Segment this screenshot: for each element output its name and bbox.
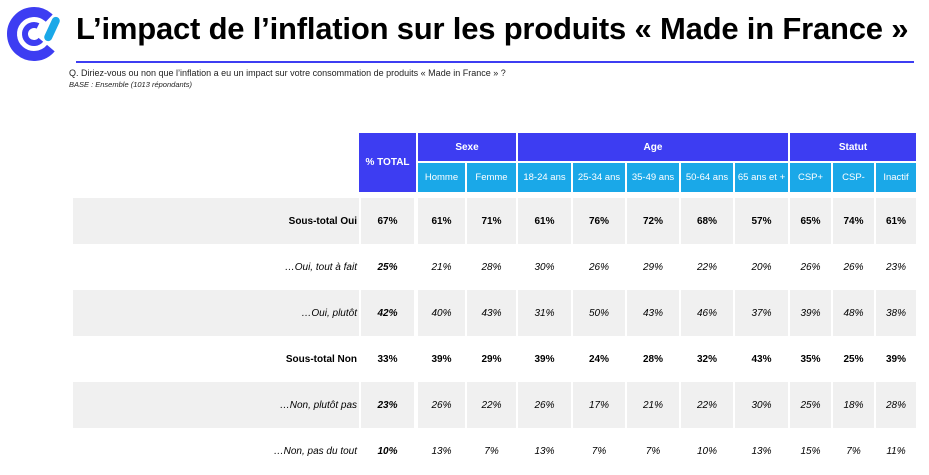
value-cell: 22% <box>465 382 516 428</box>
value-cell: 7% <box>831 428 874 474</box>
value-cell: 11% <box>874 428 916 474</box>
value-cell: 39% <box>416 336 465 382</box>
row-label: …Non, pas du tout <box>273 445 357 457</box>
row-label: Sous-total Non <box>285 353 357 365</box>
title-rule <box>76 61 914 63</box>
value-cell: 61% <box>416 198 465 244</box>
value-cell: 39% <box>788 290 831 336</box>
value-cell: 29% <box>465 336 516 382</box>
value-cell: 50% <box>571 290 625 336</box>
group-header-statut: Statut <box>788 133 916 161</box>
value-cell: 76% <box>571 198 625 244</box>
row-label: …Non, plutôt pas <box>73 382 359 428</box>
column-header: 18-24 ans <box>516 161 571 192</box>
value-cell: 28% <box>625 336 679 382</box>
value-cell: 13% <box>733 428 788 474</box>
table-row: Sous-total Non 33% 39% 29% 39% 24% 28% 3… <box>73 336 916 382</box>
value-cell: 17% <box>571 382 625 428</box>
value-cell: 32% <box>679 336 733 382</box>
table-row: …Non, pas du tout 10% 13% 7% 13% 7% 7% 1… <box>73 428 916 474</box>
column-header: Femme <box>465 161 516 192</box>
page-title: L’impact de l’inflation sur les produits… <box>76 11 909 46</box>
value-cell: 46% <box>679 290 733 336</box>
total-cell: 10% <box>359 428 416 474</box>
value-cell: 68% <box>679 198 733 244</box>
value-cell: 7% <box>625 428 679 474</box>
value-cell: 71% <box>465 198 516 244</box>
value-cell: 26% <box>831 244 874 290</box>
total-cell: 42% <box>359 290 416 336</box>
value-cell: 10% <box>679 428 733 474</box>
survey-question: Q. Diriez-vous ou non que l’inflation a … <box>69 68 506 78</box>
value-cell: 43% <box>465 290 516 336</box>
value-cell: 43% <box>625 290 679 336</box>
value-cell: 61% <box>516 198 571 244</box>
column-header: CSP+ <box>788 161 831 192</box>
value-cell: 30% <box>516 244 571 290</box>
total-header: % TOTAL <box>359 133 416 192</box>
value-cell: 13% <box>516 428 571 474</box>
group-header-age: Age <box>516 133 788 161</box>
value-cell: 21% <box>416 244 465 290</box>
value-cell: 22% <box>679 244 733 290</box>
value-cell: 29% <box>625 244 679 290</box>
value-cell: 25% <box>788 382 831 428</box>
value-cell: 31% <box>516 290 571 336</box>
value-cell: 26% <box>788 244 831 290</box>
value-cell: 25% <box>831 336 874 382</box>
value-cell: 26% <box>516 382 571 428</box>
results-table: % TOTAL Sexe Age Statut Homme Femme 18-2… <box>73 133 916 474</box>
row-label: Sous-total Oui <box>73 198 359 244</box>
table-row: Sous-total Oui 67% 61% 71% 61% 76% 72% 6… <box>73 198 916 244</box>
total-cell: 25% <box>359 244 416 290</box>
group-header-sexe: Sexe <box>416 133 516 161</box>
value-cell: 39% <box>516 336 571 382</box>
cci-logo <box>7 7 61 61</box>
column-header: Homme <box>416 161 465 192</box>
value-cell: 21% <box>625 382 679 428</box>
value-cell: 38% <box>874 290 916 336</box>
column-header: 35-49 ans <box>625 161 679 192</box>
value-cell: 13% <box>416 428 465 474</box>
total-cell: 67% <box>359 198 416 244</box>
value-cell: 20% <box>733 244 788 290</box>
value-cell: 39% <box>874 336 916 382</box>
value-cell: 24% <box>571 336 625 382</box>
column-header: 50-64 ans <box>679 161 733 192</box>
row-label: …Oui, tout à fait <box>284 261 357 273</box>
value-cell: 26% <box>416 382 465 428</box>
value-cell: 26% <box>571 244 625 290</box>
header-blank <box>73 133 359 192</box>
value-cell: 57% <box>733 198 788 244</box>
value-cell: 15% <box>788 428 831 474</box>
value-cell: 61% <box>874 198 916 244</box>
value-cell: 22% <box>679 382 733 428</box>
value-cell: 37% <box>733 290 788 336</box>
table-row: …Oui, plutôt 42% 40% 43% 31% 50% 43% 46%… <box>73 290 916 336</box>
total-cell: 33% <box>359 336 416 382</box>
table-row: …Oui, tout à fait 25% 21% 28% 30% 26% 29… <box>73 244 916 290</box>
value-cell: 30% <box>733 382 788 428</box>
value-cell: 7% <box>465 428 516 474</box>
table-row: …Non, plutôt pas 23% 26% 22% 26% 17% 21%… <box>73 382 916 428</box>
column-header: 65 ans et + <box>733 161 788 192</box>
value-cell: 23% <box>874 244 916 290</box>
value-cell: 72% <box>625 198 679 244</box>
total-cell: 23% <box>359 382 416 428</box>
value-cell: 43% <box>733 336 788 382</box>
value-cell: 18% <box>831 382 874 428</box>
row-label: …Oui, plutôt <box>73 290 359 336</box>
value-cell: 40% <box>416 290 465 336</box>
value-cell: 65% <box>788 198 831 244</box>
column-header: 25-34 ans <box>571 161 625 192</box>
column-header: CSP- <box>831 161 874 192</box>
column-header: Inactif <box>874 161 916 192</box>
value-cell: 28% <box>465 244 516 290</box>
value-cell: 35% <box>788 336 831 382</box>
value-cell: 74% <box>831 198 874 244</box>
value-cell: 28% <box>874 382 916 428</box>
value-cell: 48% <box>831 290 874 336</box>
value-cell: 7% <box>571 428 625 474</box>
survey-base: BASE : Ensemble (1013 répondants) <box>69 80 192 89</box>
